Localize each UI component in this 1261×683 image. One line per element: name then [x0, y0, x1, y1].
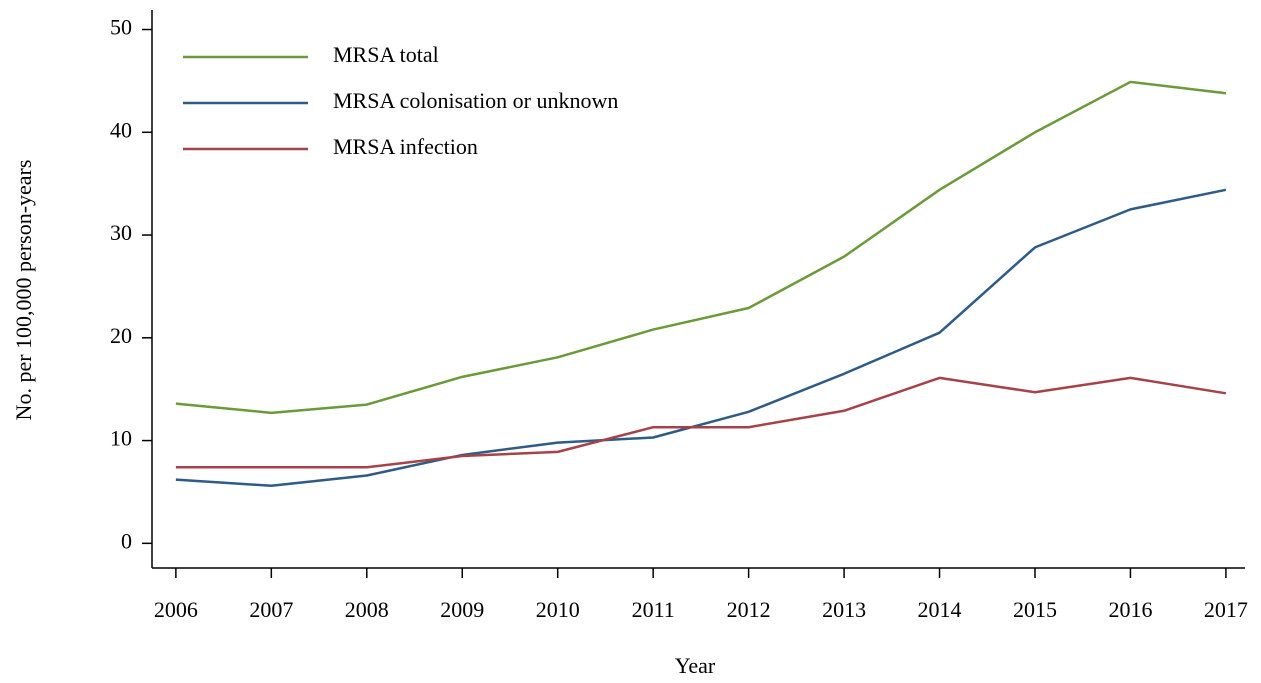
y-tick-label: 50: [110, 15, 132, 40]
x-tick-label: 2006: [154, 597, 198, 622]
x-tick-label: 2014: [918, 597, 962, 622]
x-tick-label: 2017: [1204, 597, 1248, 622]
y-tick-label: 0: [121, 528, 132, 553]
series-line: [175, 376, 1227, 469]
x-tick-label: 2015: [1013, 597, 1057, 622]
x-tick-label: 2009: [440, 597, 484, 622]
x-tick-label: 2012: [727, 597, 771, 622]
y-tick-label: 20: [110, 323, 132, 348]
series-line: [175, 80, 1227, 415]
x-tick-label: 2010: [536, 597, 580, 622]
x-axis-title: Year: [675, 653, 716, 678]
legend-label: MRSA infection: [333, 134, 478, 159]
x-tick-label: 2008: [345, 597, 389, 622]
x-tick-label: 2013: [822, 597, 866, 622]
y-tick-label: 40: [110, 117, 132, 142]
legend-label: MRSA colonisation or unknown: [333, 88, 618, 113]
y-tick-label: 30: [110, 220, 132, 245]
x-tick-label: 2011: [632, 597, 675, 622]
y-axis-title: No. per 100,000 person-years: [11, 160, 36, 421]
y-tick-label: 10: [110, 426, 132, 451]
series-line: [175, 188, 1227, 488]
x-tick-label: 2007: [249, 597, 293, 622]
legend-label: MRSA total: [333, 42, 439, 67]
x-tick-label: 2016: [1108, 597, 1152, 622]
